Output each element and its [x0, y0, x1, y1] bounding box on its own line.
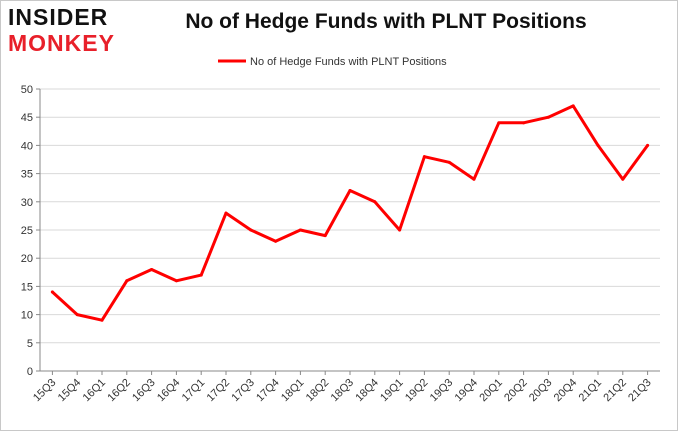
data-point — [174, 279, 178, 283]
data-point — [249, 228, 253, 232]
data-point — [199, 273, 203, 277]
insider-monkey-logo: INSIDER MONKEY — [8, 6, 126, 56]
data-point — [150, 267, 154, 271]
data-point — [621, 177, 625, 181]
x-tick-label: 16Q4 — [155, 377, 183, 405]
y-tick-label: 20 — [21, 253, 33, 265]
x-tick-label: 19Q2 — [403, 377, 431, 405]
x-tick-label: 19Q4 — [453, 377, 481, 405]
y-tick-label: 40 — [21, 140, 33, 152]
data-point — [373, 200, 377, 204]
axes: 0 5 10 15 20 25 30 35 40 45 50 15Q315Q416Q116Q216Q3… — [21, 84, 660, 404]
gridlines — [40, 88, 660, 372]
x-tick-label: 21Q2 — [601, 377, 629, 405]
y-tick-label: 35 — [21, 169, 33, 181]
x-tick-label: 21Q1 — [577, 377, 605, 405]
x-tick-label: 21Q3 — [626, 377, 654, 405]
series-layer — [50, 104, 650, 322]
series-line — [50, 104, 650, 322]
y-tick-label: 5 — [27, 338, 33, 350]
x-tick-label: 15Q4 — [56, 377, 84, 405]
logo-line-2: MONKEY — [8, 30, 115, 56]
data-point — [224, 211, 228, 215]
data-point — [398, 228, 402, 232]
data-point — [522, 121, 526, 125]
y-tick-label: 10 — [21, 310, 33, 322]
x-tick-label: 16Q2 — [105, 377, 133, 405]
data-point — [571, 104, 575, 108]
x-tick-label: 18Q2 — [304, 377, 332, 405]
x-tick-label: 17Q3 — [229, 377, 257, 405]
y-tick-label: 0 — [27, 366, 33, 378]
data-point — [323, 234, 327, 238]
x-tick-label: 17Q2 — [205, 377, 233, 405]
x-tick-label: 16Q1 — [81, 377, 109, 405]
x-tick-label: 20Q3 — [527, 377, 555, 405]
data-point — [472, 177, 476, 181]
data-point — [298, 228, 302, 232]
x-tick-label: 17Q4 — [254, 377, 282, 405]
x-tick-label: 20Q2 — [502, 377, 530, 405]
x-tick-label: 18Q4 — [353, 377, 381, 405]
data-point — [125, 279, 129, 283]
data-point — [75, 313, 79, 317]
data-point — [422, 155, 426, 159]
y-tick-label: 50 — [21, 84, 33, 96]
y-tick-label: 30 — [21, 197, 33, 209]
data-point — [50, 290, 54, 294]
data-point — [596, 143, 600, 147]
data-point — [447, 160, 451, 164]
data-point — [274, 239, 278, 243]
x-tick-label: 15Q3 — [31, 377, 59, 405]
x-tick-label: 20Q1 — [477, 377, 505, 405]
data-point — [348, 189, 352, 193]
x-tick-label: 19Q3 — [428, 377, 456, 405]
x-tick-label: 18Q1 — [279, 377, 307, 405]
y-tick-label: 45 — [21, 112, 33, 124]
chart-title: No of Hedge Funds with PLNT Positions — [185, 10, 587, 33]
x-tick-label: 16Q3 — [130, 377, 158, 405]
logo-line-1: INSIDER — [8, 4, 109, 30]
legend: No of Hedge Funds with PLNT Positions — [218, 56, 447, 68]
y-tick-label: 15 — [21, 281, 33, 293]
data-point — [100, 318, 104, 322]
data-point — [646, 143, 650, 147]
legend-label: No of Hedge Funds with PLNT Positions — [250, 56, 447, 68]
data-point — [497, 121, 501, 125]
x-tick-label: 17Q1 — [180, 377, 208, 405]
x-tick-label: 18Q3 — [329, 377, 357, 405]
data-point — [546, 115, 550, 119]
x-tick-label: 20Q4 — [552, 377, 580, 405]
x-tick-label: 19Q1 — [378, 377, 406, 405]
y-tick-label: 25 — [21, 225, 33, 237]
